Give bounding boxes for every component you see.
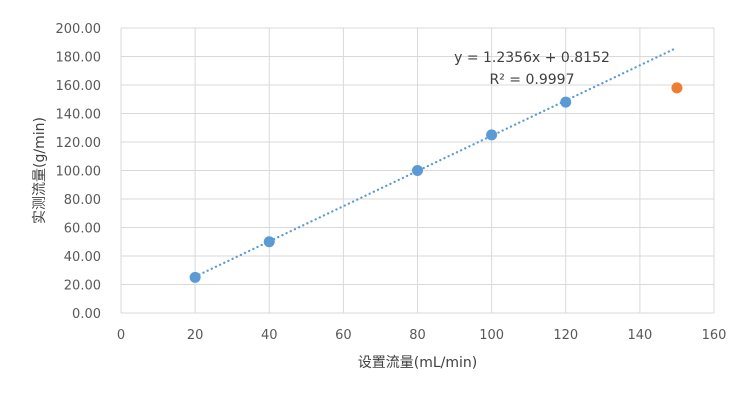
x-tick-label: 120 <box>553 328 578 343</box>
x-tick-label: 100 <box>479 328 504 343</box>
y-tick-label: 100.00 <box>56 165 102 180</box>
y-tick-labels: 0.00 20.00 40.00 60.00 80.00 100.00 120.00 140.… <box>56 22 102 322</box>
y-tick-label: 200.00 <box>56 22 102 37</box>
x-tick-label: 60 <box>335 328 352 343</box>
data-point <box>671 82 683 94</box>
trendline-r-squared: R² = 0.9997 <box>490 72 575 88</box>
x-tick-label: 20 <box>187 328 204 343</box>
y-tick-label: 40.00 <box>64 250 101 265</box>
x-tick-label: 140 <box>627 328 652 343</box>
linear-trendline <box>194 46 679 278</box>
data-point <box>189 271 201 283</box>
data-points <box>189 82 683 283</box>
y-tick-label: 60.00 <box>64 222 101 237</box>
x-tick-labels: 0 20 40 60 80 100 120 140 160 <box>117 328 727 343</box>
y-tick-label: 80.00 <box>64 193 101 208</box>
data-point <box>486 129 498 141</box>
x-tick-label: 160 <box>702 328 727 343</box>
trendline-equation: y = 1.2356x + 0.8152 <box>454 50 610 66</box>
y-tick-label: 0.00 <box>72 307 101 322</box>
data-point <box>412 165 423 176</box>
y-axis-title: 实测流量(g/min) <box>32 117 48 224</box>
y-tick-label: 20.00 <box>64 279 101 294</box>
x-tick-label: 80 <box>409 328 426 343</box>
y-tick-label: 120.00 <box>56 136 102 151</box>
data-point <box>263 236 275 248</box>
y-tick-label: 160.00 <box>56 79 102 94</box>
y-tick-label: 180.00 <box>56 51 102 66</box>
x-tick-label: 40 <box>261 328 278 343</box>
data-point <box>560 96 572 108</box>
x-axis-title: 设置流量(mL/min) <box>358 355 477 371</box>
x-tick-label: 0 <box>117 328 125 343</box>
y-tick-label: 140.00 <box>56 108 102 123</box>
